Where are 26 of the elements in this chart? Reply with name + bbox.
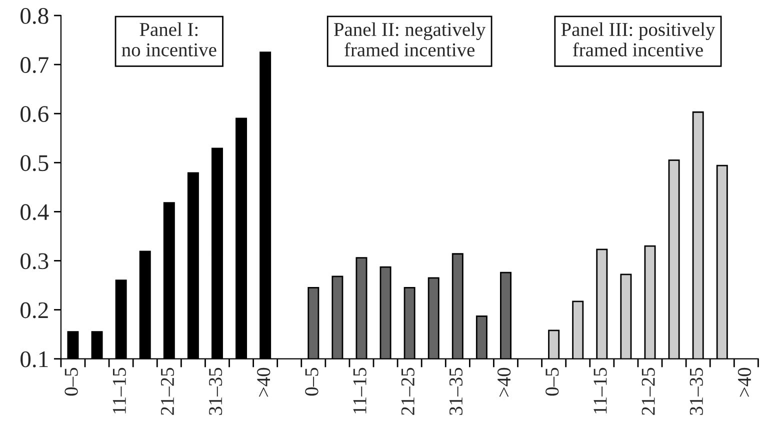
annotation: Panel I: no incentive bbox=[122, 22, 216, 56]
x-tick-label: 21–25 bbox=[642, 368, 655, 415]
x-tick-label: >40 bbox=[497, 368, 511, 397]
y-tick-label: 0.5 bbox=[20, 155, 48, 172]
y-tick-label: 0.1 bbox=[20, 351, 48, 368]
y-tick-label: 0.4 bbox=[20, 204, 49, 220]
x-tick-label: 11–15 bbox=[112, 368, 126, 414]
y-tick-label: 0.8 bbox=[20, 8, 48, 24]
y-tick-label: 0.2 bbox=[20, 302, 48, 318]
x-tick-label: 0–5 bbox=[305, 368, 318, 396]
x-tick-label: 21–25 bbox=[401, 368, 414, 415]
x-tick-label: 0–5 bbox=[546, 368, 559, 396]
x-tick-label: 21–25 bbox=[160, 368, 174, 415]
annotation: Panel III: positively framed incentive bbox=[561, 22, 716, 56]
y-tick-label: 0.7 bbox=[20, 57, 48, 74]
y-tick-label: 0.3 bbox=[20, 253, 48, 270]
x-tick-label: >40 bbox=[738, 368, 752, 397]
annotation: Panel II: negatively framed incentive bbox=[334, 22, 486, 56]
x-tick-label: 31–35 bbox=[449, 368, 463, 415]
y-tick-label: 0.6 bbox=[20, 106, 48, 122]
x-tick-label: >40 bbox=[257, 368, 270, 397]
x-tick-label: 31–35 bbox=[690, 368, 703, 415]
x-tick-label: 11–15 bbox=[353, 368, 366, 414]
x-tick-label: 31–35 bbox=[209, 368, 222, 415]
x-tick-label: 0–5 bbox=[64, 368, 78, 396]
x-tick-label: 11–15 bbox=[594, 368, 607, 414]
